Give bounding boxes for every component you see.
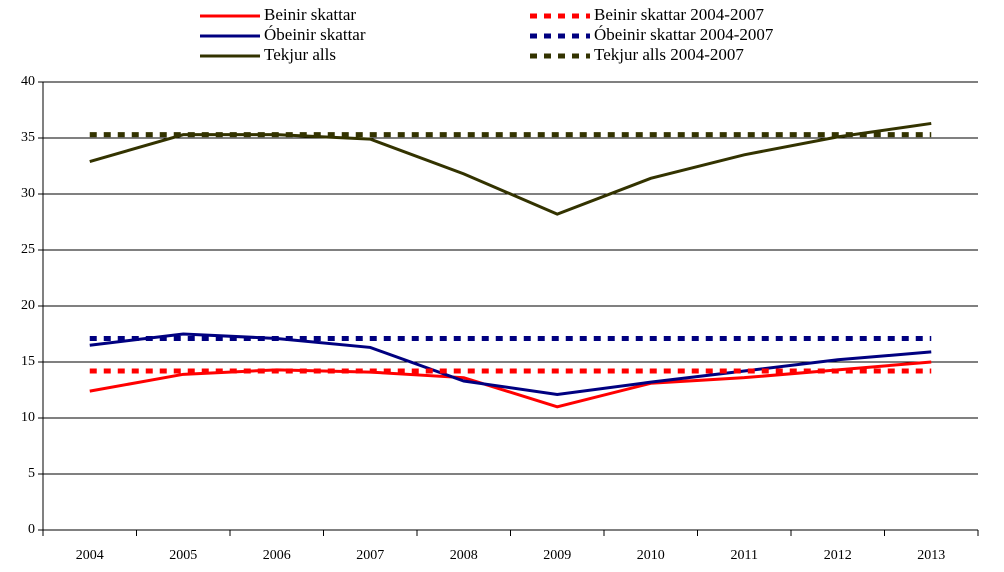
x-tick-label: 2011: [731, 548, 758, 563]
x-tick-label: 2007: [356, 548, 384, 563]
x-tick-label: 2004: [76, 548, 104, 563]
x-tick-label: 2005: [169, 548, 197, 563]
x-tick-label: 2012: [824, 548, 852, 563]
legend-label: Tekjur alls 2004-2007: [594, 45, 744, 64]
x-tick-label: 2009: [543, 548, 571, 563]
y-tick-label: 10: [21, 410, 35, 425]
x-tick-label: 2010: [637, 548, 665, 563]
legend-label: Óbeinir skattar: [264, 25, 366, 44]
y-tick-label: 25: [21, 242, 35, 257]
x-tick-label: 2013: [917, 548, 945, 563]
x-tick-label: 2008: [450, 548, 478, 563]
y-tick-label: 5: [28, 466, 35, 481]
y-tick-label: 15: [21, 354, 35, 369]
x-tick-label: 2006: [263, 548, 291, 563]
y-tick-label: 20: [21, 298, 35, 313]
legend-label: Óbeinir skattar 2004-2007: [594, 25, 774, 44]
y-tick-label: 30: [21, 186, 35, 201]
legend-label: Beinir skattar: [264, 5, 356, 24]
legend-label: Tekjur alls: [264, 45, 336, 64]
series-line: [89, 332, 932, 396]
y-tick-label: 0: [28, 522, 35, 537]
y-tick-label: 40: [21, 74, 35, 89]
y-tick-label: 35: [21, 130, 35, 145]
legend-label: Beinir skattar 2004-2007: [594, 5, 764, 24]
